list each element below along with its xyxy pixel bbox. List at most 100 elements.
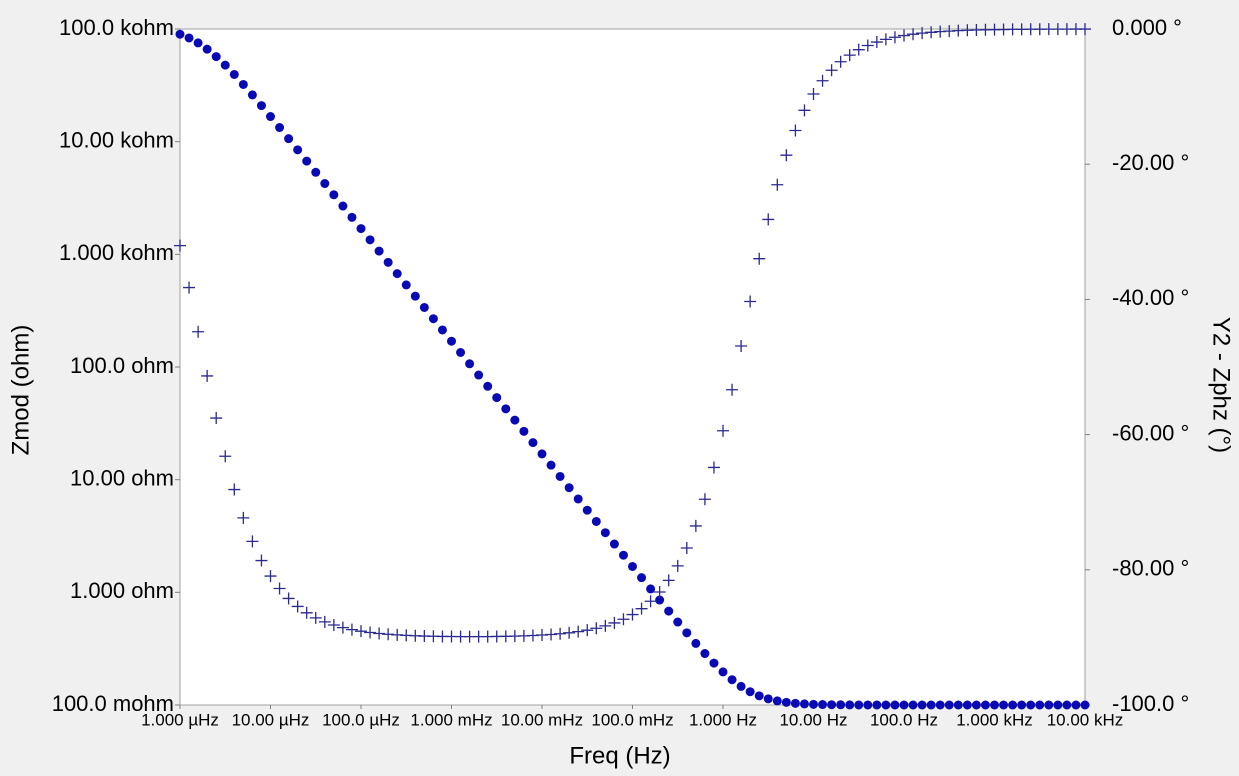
x-axis-title: Freq (Hz)	[569, 742, 670, 769]
data-point	[581, 624, 594, 637]
data-point	[646, 584, 656, 594]
data-point	[990, 700, 999, 710]
data-point	[635, 602, 648, 615]
data-point	[302, 156, 312, 166]
data-point	[834, 55, 847, 68]
data-point	[582, 505, 592, 515]
data-point	[689, 519, 702, 532]
data-point	[618, 550, 628, 560]
x-tick-label: 100.0 Hz	[870, 710, 938, 729]
data-point	[644, 595, 657, 608]
data-point	[935, 700, 945, 710]
y-tick-label: 10.00 kohm	[59, 127, 174, 152]
data-point	[879, 33, 892, 46]
data-point	[1008, 700, 1018, 710]
data-point	[392, 269, 402, 279]
data-point	[980, 700, 990, 710]
data-point	[528, 438, 538, 448]
y-tick-label: 1.000 kohm	[59, 240, 174, 265]
y-tick-label: 100.0 mohm	[52, 691, 174, 716]
data-point	[781, 697, 791, 707]
data-point	[818, 700, 828, 710]
data-point	[691, 638, 701, 648]
data-point	[591, 516, 601, 526]
data-point	[717, 424, 729, 437]
data-point	[953, 700, 963, 710]
data-point	[519, 426, 529, 436]
data-point	[174, 239, 186, 252]
data-point	[282, 592, 295, 605]
data-point	[809, 699, 818, 709]
data-point	[754, 691, 764, 701]
x-tick-label: 100.0 µHz	[322, 710, 400, 729]
data-point	[183, 281, 196, 294]
data-point	[237, 511, 250, 524]
data-point	[202, 44, 212, 54]
data-point	[854, 700, 864, 710]
data-point	[908, 700, 918, 710]
data-point	[383, 257, 393, 267]
data-point	[465, 359, 475, 369]
data-point	[211, 52, 221, 62]
data-point	[827, 700, 837, 710]
y-tick-label: 1.000 ohm	[70, 578, 174, 603]
data-point	[311, 167, 321, 177]
y2-tick-label: -40.00 °	[1112, 285, 1189, 310]
data-point	[735, 339, 748, 352]
x-tick-label: 100.0 mHz	[591, 710, 673, 729]
data-point	[456, 347, 466, 357]
data-point	[816, 74, 829, 87]
data-point	[881, 700, 891, 710]
data-point	[401, 280, 411, 290]
x-tick-label: 1.000 kHz	[956, 710, 1033, 729]
data-point	[898, 29, 910, 42]
data-point	[872, 700, 882, 710]
data-point	[700, 649, 710, 659]
data-point	[184, 33, 194, 43]
data-point	[890, 700, 900, 710]
y2-tick-label: -80.00 °	[1112, 556, 1189, 581]
data-point	[1026, 700, 1036, 710]
data-point	[637, 573, 647, 583]
data-point	[564, 483, 574, 493]
data-point	[962, 700, 972, 710]
data-point	[763, 694, 773, 704]
data-point	[291, 600, 304, 613]
data-point	[573, 494, 583, 504]
data-point	[229, 69, 239, 79]
data-point	[410, 291, 420, 301]
data-point	[836, 700, 846, 710]
data-point	[555, 471, 565, 481]
data-point	[845, 700, 855, 710]
data-point	[1017, 700, 1027, 710]
data-point	[655, 595, 665, 605]
data-point	[917, 700, 927, 710]
data-point	[255, 554, 268, 567]
data-point	[726, 383, 739, 396]
data-point	[264, 570, 277, 583]
data-point	[709, 658, 719, 668]
data-point	[320, 179, 330, 189]
data-point	[246, 535, 259, 548]
data-point	[753, 252, 766, 265]
data-point	[345, 623, 358, 636]
data-point	[193, 38, 203, 48]
data-point	[1079, 23, 1091, 36]
data-point	[228, 483, 241, 496]
data-point	[364, 626, 377, 639]
data-point	[293, 145, 303, 155]
data-point	[365, 235, 375, 245]
data-point	[275, 123, 285, 133]
data-point	[1044, 700, 1054, 710]
data-point	[1080, 700, 1090, 710]
data-point	[355, 625, 367, 638]
y2-tick-label: 0.000 °	[1112, 15, 1182, 40]
data-point	[744, 295, 757, 308]
data-point	[474, 370, 484, 380]
data-point	[201, 369, 214, 382]
data-point	[327, 619, 340, 632]
data-point	[284, 134, 294, 144]
data-point	[356, 224, 366, 234]
x-tick-label: 10.00 kHz	[1047, 710, 1124, 729]
data-point	[907, 28, 920, 41]
